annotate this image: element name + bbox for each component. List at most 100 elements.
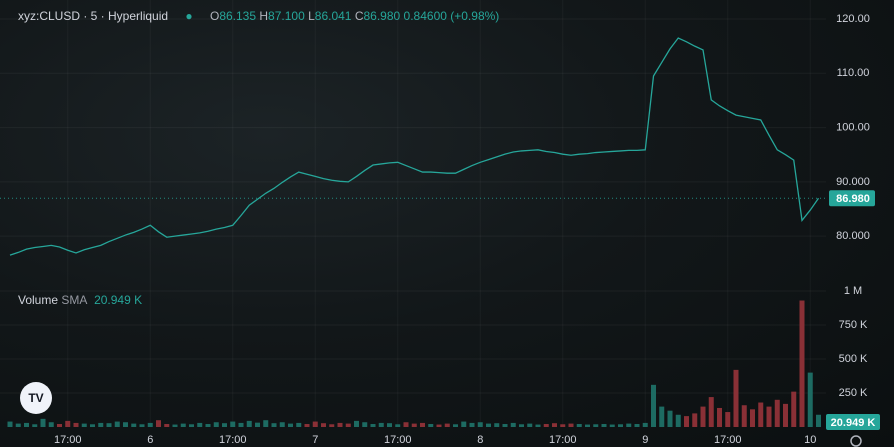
low-value: 86.041 bbox=[314, 9, 352, 23]
last-price-label: 86.980 bbox=[836, 193, 870, 205]
volume-bar bbox=[90, 424, 95, 427]
volume-bar bbox=[486, 423, 491, 427]
open-value: 86.135 bbox=[219, 9, 257, 23]
x-tick-label: 17:00 bbox=[714, 434, 742, 446]
x-tick-label: 10 bbox=[804, 434, 816, 446]
settings-icon[interactable] bbox=[850, 435, 862, 447]
volume-bar bbox=[387, 423, 392, 427]
y-tick-label: 750 K bbox=[839, 319, 868, 331]
symbol[interactable]: xyz:CLUSD · 5 · Hyperliquid bbox=[18, 9, 169, 23]
volume-bar bbox=[370, 424, 376, 427]
volume-bar bbox=[741, 405, 747, 427]
volume-bar bbox=[700, 406, 706, 427]
volume-bar bbox=[238, 422, 244, 427]
volume-bar bbox=[651, 384, 656, 427]
volume-bar bbox=[32, 424, 38, 427]
volume-bar bbox=[708, 397, 714, 427]
volume-bar bbox=[766, 406, 772, 427]
volume-bar bbox=[807, 372, 813, 427]
volume-bar bbox=[552, 423, 557, 427]
y-tick-label: 100.00 bbox=[836, 121, 870, 133]
volume-bar bbox=[535, 424, 541, 427]
volume-bar bbox=[593, 424, 599, 427]
volume-bar bbox=[164, 424, 170, 427]
volume-bar bbox=[560, 424, 566, 427]
volume-bar bbox=[609, 424, 615, 427]
volume-bar bbox=[502, 424, 508, 427]
volume-bar bbox=[73, 422, 79, 427]
y-tick-label: 120.00 bbox=[836, 13, 870, 25]
volume-bar bbox=[288, 423, 293, 427]
volume-bar bbox=[337, 422, 343, 427]
volume-bar bbox=[477, 422, 483, 427]
volume-bar bbox=[634, 424, 640, 427]
header: xyz:CLUSD · 5 · Hyperliquid ● O86.135 H8… bbox=[18, 9, 500, 23]
volume-title[interactable]: Volume bbox=[18, 293, 59, 307]
volume-bar bbox=[626, 423, 632, 427]
volume-bar bbox=[255, 422, 260, 427]
volume-bar bbox=[774, 399, 780, 427]
volume-bar bbox=[321, 423, 326, 427]
volume-bar bbox=[81, 423, 87, 427]
low-key: L bbox=[308, 9, 315, 23]
x-tick-label: 9 bbox=[642, 434, 648, 446]
volume-bar bbox=[271, 423, 277, 427]
volume-bar bbox=[106, 423, 112, 427]
volume-bar bbox=[543, 424, 549, 427]
sma-value: 20.949 K bbox=[94, 293, 143, 307]
volume-bar bbox=[618, 424, 623, 427]
volume-bar bbox=[411, 423, 417, 427]
volume-bar bbox=[461, 421, 467, 427]
volume-bar bbox=[675, 414, 681, 427]
volume-bar bbox=[527, 423, 533, 427]
volume-bar bbox=[733, 369, 739, 427]
volume-bar bbox=[642, 422, 648, 427]
volume-bar bbox=[213, 422, 219, 427]
volume-bar bbox=[585, 424, 590, 427]
volume-bar bbox=[15, 423, 21, 427]
volume-bar bbox=[667, 410, 673, 427]
volume-bar bbox=[378, 422, 384, 427]
tv-logo[interactable]: TV bbox=[20, 382, 52, 414]
volume-bar bbox=[147, 422, 153, 427]
high-value: 87.100 bbox=[268, 9, 305, 23]
volume-bar bbox=[576, 424, 582, 427]
x-tick-label: 17:00 bbox=[549, 434, 577, 446]
volume-bar bbox=[98, 422, 104, 427]
volume-bar bbox=[296, 422, 302, 427]
last-price-box bbox=[829, 190, 875, 207]
volume-bar bbox=[312, 421, 318, 427]
volume-bar bbox=[189, 424, 194, 427]
volume-bar bbox=[601, 424, 607, 427]
volume-bar bbox=[131, 423, 137, 427]
x-tick-label: 7 bbox=[312, 434, 318, 446]
volume-bar bbox=[568, 423, 574, 427]
volume-bar bbox=[420, 422, 425, 427]
volume-bar bbox=[345, 423, 351, 427]
volume-bar bbox=[230, 421, 236, 427]
volume-bar bbox=[57, 424, 62, 427]
x-tick-label: 8 bbox=[477, 434, 483, 446]
volume-bar bbox=[519, 424, 524, 427]
volume-bar bbox=[354, 420, 359, 427]
volume-bar bbox=[114, 421, 120, 427]
volume-bar bbox=[263, 420, 269, 427]
volume-bar bbox=[395, 424, 401, 427]
volume-bar bbox=[783, 403, 788, 427]
volume-bar bbox=[692, 413, 698, 427]
y-tick-label: 500 K bbox=[839, 353, 868, 365]
volume-bar bbox=[750, 409, 755, 427]
volume-bar bbox=[65, 420, 71, 427]
volume-bar bbox=[156, 420, 161, 427]
volume-bar bbox=[222, 423, 227, 427]
volume-bar bbox=[197, 422, 203, 427]
volume-bar bbox=[180, 423, 186, 427]
volume-bar bbox=[279, 422, 285, 427]
volume-bar bbox=[123, 422, 128, 427]
volume-bar bbox=[444, 423, 450, 427]
x-tick-label: 17:00 bbox=[54, 434, 82, 446]
price-line bbox=[9, 37, 820, 256]
volume-bar bbox=[403, 422, 409, 427]
